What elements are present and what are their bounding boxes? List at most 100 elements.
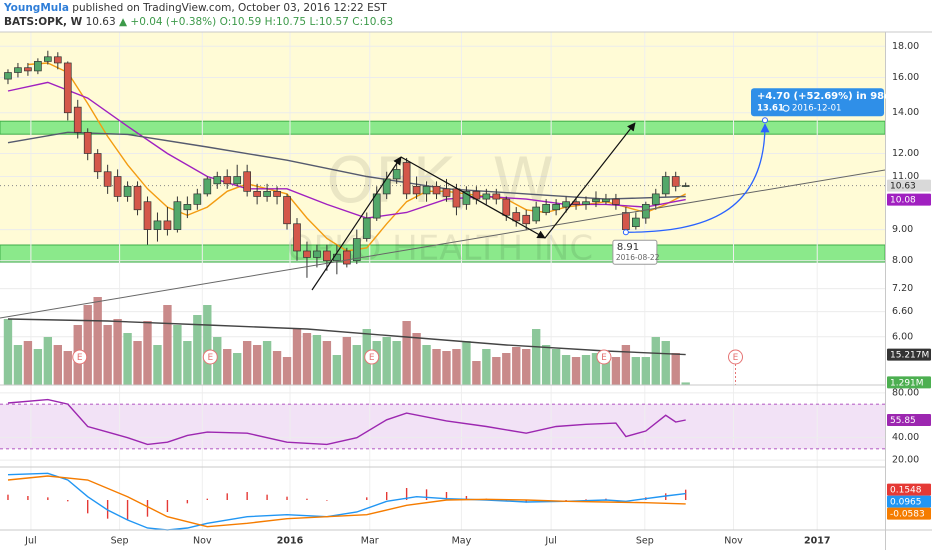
axis-value-label: 10.08 <box>890 196 916 206</box>
candle-body <box>582 201 590 205</box>
event-marker <box>72 349 88 365</box>
axis-value-label: 1.291M <box>890 378 924 388</box>
volume-bar <box>302 333 312 385</box>
candle-body <box>622 212 630 230</box>
arrow-up <box>311 156 402 291</box>
x-tick-label: 2016 <box>277 536 304 547</box>
y-tick-label: 9.00 <box>892 224 913 235</box>
indicator-line <box>7 318 686 356</box>
candle-body <box>542 204 550 213</box>
candle-body <box>14 67 22 73</box>
volume-bar <box>392 341 401 385</box>
x-tick-label: 2017 <box>804 536 830 547</box>
candle-body <box>482 193 491 200</box>
projection-end <box>762 117 768 124</box>
published: published on TradingView.com, October 03… <box>72 2 387 14</box>
volume-bar <box>262 341 272 385</box>
volume-bar <box>103 325 112 385</box>
event-marker <box>596 349 612 365</box>
candle-body <box>422 185 431 195</box>
candle-body <box>402 162 411 195</box>
candle-body <box>213 176 222 185</box>
volume-bar <box>492 357 501 385</box>
candle-body <box>283 196 291 225</box>
volume-bar <box>551 349 561 385</box>
candle-body <box>293 223 301 252</box>
candle-body <box>651 193 660 205</box>
candle-body <box>323 250 331 262</box>
volume-bar <box>502 353 511 385</box>
volume-bar <box>292 329 302 385</box>
event-marker <box>728 349 744 365</box>
volume-bar <box>452 349 461 385</box>
axis-value-label: 0.1548 <box>890 486 922 496</box>
candle-body <box>412 185 421 195</box>
trend-line <box>0 169 886 319</box>
label-layer: Jul Sep Nov 2016 Mar May Jul Sep Nov 2017 18.00 16.… <box>24 41 931 547</box>
axis-value-label: 0.0965 <box>890 498 922 508</box>
candle-body <box>233 176 242 185</box>
ohlc: O:10.59 H:10.75 L:10.57 C:10.63 <box>219 16 394 28</box>
y-tick-label: 12.00 <box>892 148 919 159</box>
event-label: E <box>207 353 213 363</box>
volume-bar <box>432 349 441 385</box>
drawings <box>0 31 932 550</box>
candle-body <box>502 198 511 216</box>
volume-bar <box>601 359 611 385</box>
projection-start <box>622 229 629 236</box>
volume-bar <box>53 345 62 385</box>
volume-bar <box>43 337 53 385</box>
candle-body <box>93 153 102 173</box>
x-tick-label: Sep <box>636 536 654 547</box>
volume-bar <box>402 321 411 385</box>
event-label: E <box>369 353 375 363</box>
indicator-line <box>7 398 686 446</box>
candle-body <box>143 201 152 230</box>
volume-bar <box>143 321 152 385</box>
candle-body <box>602 198 610 203</box>
volume-bar <box>591 353 601 385</box>
volume-bar <box>93 297 102 385</box>
volume-bar <box>13 345 23 385</box>
candle-body <box>43 56 52 62</box>
candle-body <box>223 176 232 185</box>
candle-body <box>303 250 311 258</box>
projection-target-price: 13.61 <box>757 104 784 114</box>
candle-body <box>592 198 600 203</box>
projection-arrow <box>625 123 770 233</box>
volume-bar <box>541 345 551 385</box>
volume-bar <box>322 341 332 385</box>
arrow-target <box>544 122 636 239</box>
author[interactable]: YoungMula <box>4 2 69 14</box>
candle-body <box>462 190 471 205</box>
volume-bar <box>472 361 481 385</box>
y-tick-label: 8.00 <box>892 255 913 266</box>
axis-value-box <box>887 495 931 508</box>
axis-value-box <box>887 376 931 389</box>
volume-bar <box>651 337 660 385</box>
y-tick-label: 6.60 <box>892 306 913 317</box>
candle-body <box>103 171 112 187</box>
axis-value-label: 15.217M <box>890 351 929 361</box>
volume-bar <box>113 319 122 385</box>
candle-body <box>352 238 361 262</box>
axis-value-box <box>887 179 931 192</box>
volume-bar <box>282 357 292 385</box>
candle-body <box>661 176 670 195</box>
volume-bar <box>183 341 192 385</box>
volume-bar <box>611 357 621 385</box>
change: ▲ +0.04 (+0.38%) <box>118 16 217 28</box>
axis-value-box <box>887 507 931 520</box>
volume-bar <box>352 345 361 385</box>
event-label: E <box>733 353 739 363</box>
volume-bar <box>661 341 670 385</box>
axis-value-box <box>887 483 931 496</box>
volume-bar <box>621 345 631 385</box>
candle-body <box>83 131 92 154</box>
x-tick-label: Nov <box>724 536 743 547</box>
volume-bar <box>671 353 680 385</box>
candle-body <box>273 190 281 197</box>
volume-bar <box>681 382 690 385</box>
candle-body <box>552 204 560 211</box>
volume-bar <box>23 341 33 385</box>
